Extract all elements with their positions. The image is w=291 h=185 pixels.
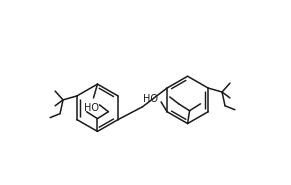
- Text: HO: HO: [84, 103, 99, 113]
- Text: HO: HO: [143, 94, 158, 104]
